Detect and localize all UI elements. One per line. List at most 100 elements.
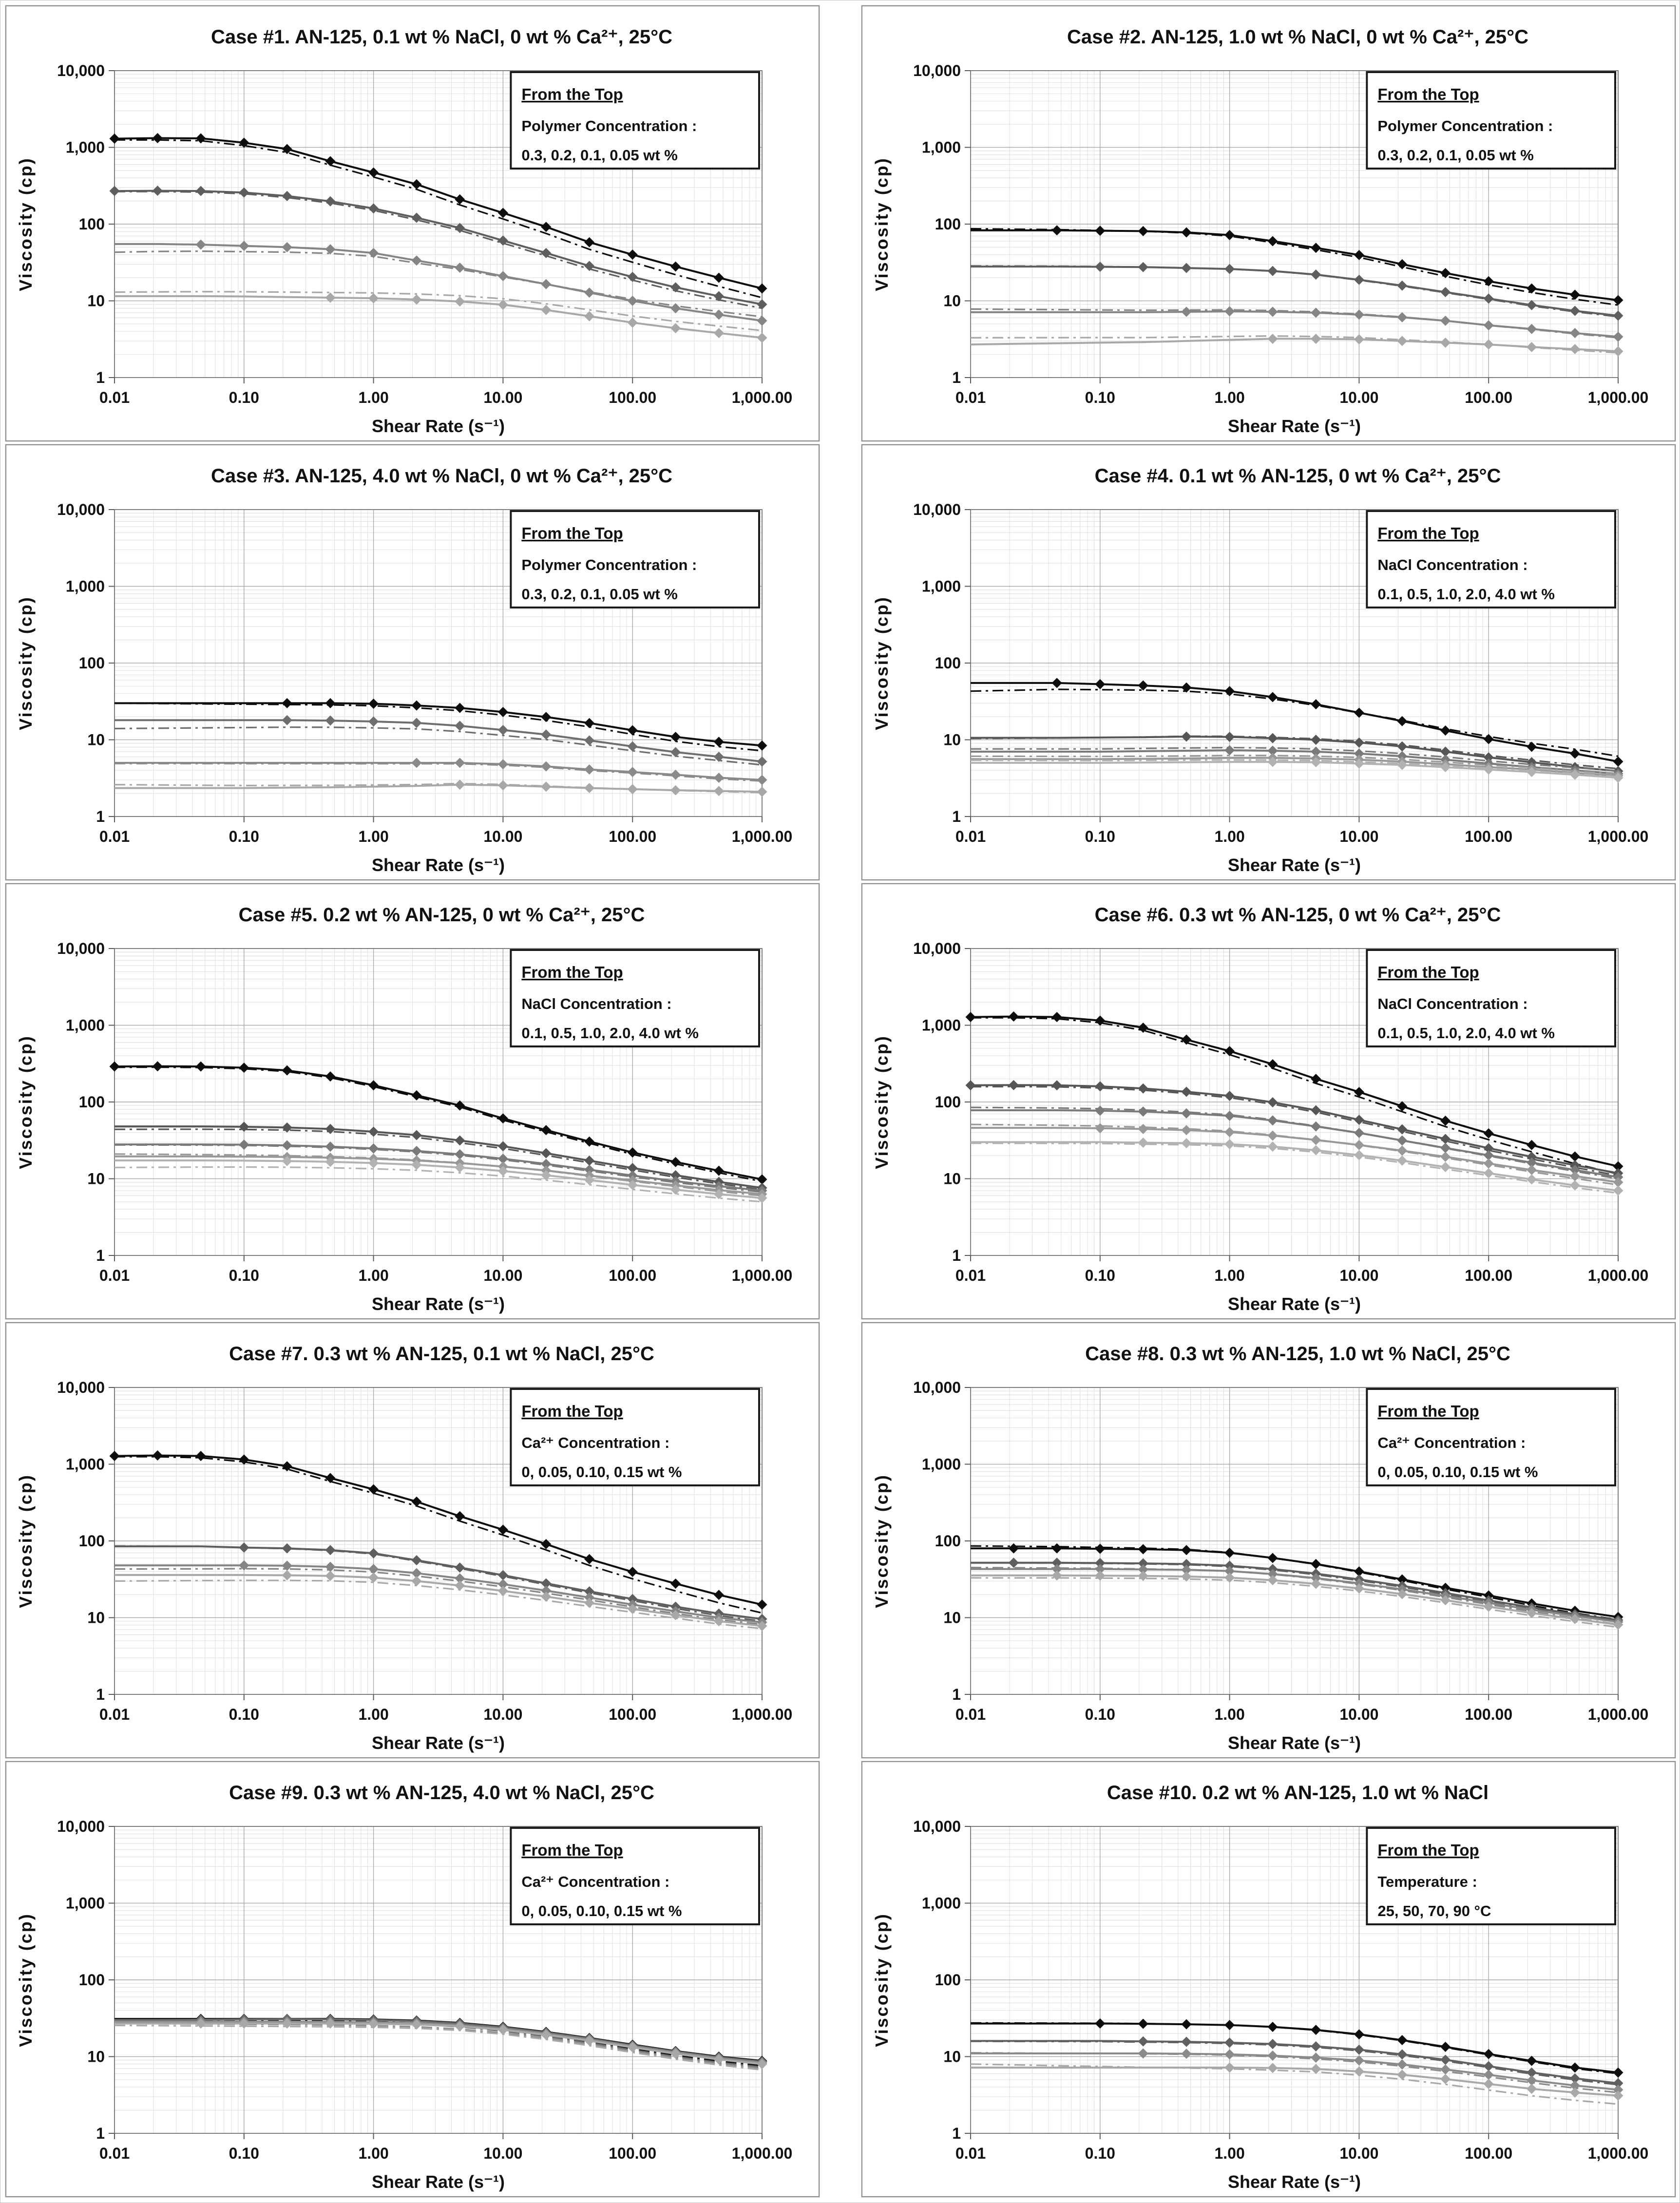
x-tick-label: 0.10 [1085,828,1115,845]
legend-line: 0.1, 0.5, 1.0, 2.0, 4.0 wt % [521,1025,699,1042]
diamond-marker [282,144,292,154]
legend-header: From the Top [1377,1841,1479,1859]
diamond-marker [1095,1564,1106,1575]
measured-line [115,1564,763,1623]
diamond-marker [1440,2064,1451,2075]
y-tick-label: 1 [952,369,961,386]
diamond-marker [239,1560,249,1571]
diamond-marker [1267,2050,1278,2061]
y-tick-label: 10 [943,2048,961,2066]
diamond-marker [584,735,595,746]
x-tick-label: 1.00 [358,1267,388,1284]
diamond-marker [1397,312,1408,323]
diamond-marker [1527,741,1537,752]
x-axis-title: Shear Rate (s⁻¹) [372,855,505,875]
legend-line: Ca²⁺ Concentration : [521,1434,669,1451]
measured-line [971,310,1619,338]
diamond-marker [152,1450,163,1461]
diamond-marker [195,239,206,250]
diamond-marker [1095,1557,1106,1568]
diamond-marker [1008,1080,1019,1090]
measured-line [971,2022,1619,2074]
diamond-marker [282,1065,292,1076]
diamond-marker [455,1562,465,1573]
x-tick-label: 0.01 [99,1267,130,1284]
x-tick-label: 1.00 [358,828,388,845]
diamond-marker [541,1591,552,1602]
diamond-marker [455,2021,465,2032]
diamond-marker [368,203,379,214]
chart-panel-case-4: 1 10 100 1,000 10,000 0.01 0.10 1.00 10.00 100.00… [861,444,1676,880]
diamond-marker [1181,1086,1192,1097]
y-tick-label: 100 [79,1532,105,1550]
legend-header: From the Top [1377,524,1479,542]
y-axis-title: Viscosity (cp) [872,1035,892,1169]
diamond-marker [1138,2048,1148,2059]
measured-line [114,190,763,305]
diamond-marker [497,2025,508,2035]
y-axis-title: Viscosity (cp) [872,596,892,730]
x-tick-label: 100.00 [609,389,656,406]
chart-title: Case #2. AN-125, 1.0 wt % NaCl, 0 wt % C… [1067,26,1528,48]
y-tick-label: 1 [96,369,105,386]
diamond-marker [1224,229,1235,240]
legend-line: Polymer Concentration : [521,117,697,134]
diamond-marker [713,2054,724,2065]
y-tick-label: 1 [952,2125,961,2142]
fit-line [970,1142,1619,1194]
diamond-marker [584,261,595,271]
series-0-2-wt [109,186,767,310]
diamond-marker [627,1604,638,1614]
diamond-marker [1224,2062,1235,2073]
diamond-marker [1095,1081,1106,1092]
diamond-marker [239,1542,249,1553]
diamond-marker [757,332,767,343]
diamond-marker [1138,1571,1148,1581]
diamond-marker [1354,274,1364,285]
y-tick-label: 1,000 [922,1456,961,1473]
measured-line [114,137,763,290]
diamond-marker [670,1578,681,1589]
diamond-marker [1397,1589,1408,1599]
diamond-marker [282,1461,292,1472]
diamond-marker [1311,2041,1321,2051]
x-tick-label: 100.00 [609,2145,656,2162]
x-tick-label: 0.10 [229,828,259,845]
x-tick-label: 0.01 [99,828,130,845]
y-tick-label: 1,000 [66,578,105,595]
diamond-marker [1224,1046,1235,1057]
diamond-marker [1224,1139,1235,1150]
diamond-marker [1613,2090,1623,2101]
x-tick-label: 0.10 [1085,389,1115,406]
diamond-marker [1354,1566,1364,1577]
diamond-marker [1397,259,1408,269]
diamond-marker [1440,337,1451,348]
diamond-marker [325,715,336,726]
diamond-marker [1267,1115,1278,1126]
diamond-marker [1311,307,1321,318]
series-25-c [970,2018,1623,2078]
measured-line [115,783,763,793]
measured-line [971,2052,1619,2091]
diamond-marker [325,1123,336,1134]
series-0-1-wt [109,1061,767,1185]
fit-line [114,250,763,318]
diamond-marker [368,1484,379,1495]
diamond-marker [1483,320,1494,331]
x-axis-title: Shear Rate (s⁻¹) [372,416,505,436]
diamond-marker [1138,1106,1148,1117]
diamond-marker [1311,2052,1321,2063]
fit-line [970,759,1619,778]
diamond-marker [1397,741,1408,752]
measured-line [115,2022,763,2065]
diamond-marker [1483,1158,1494,1169]
series-0-2-wt [114,715,767,767]
diamond-marker [1224,745,1235,756]
y-tick-label: 100 [935,654,961,672]
diamond-marker [1354,1150,1364,1160]
y-tick-label: 100 [935,1971,961,1989]
fit-line [114,1144,763,1193]
diamond-marker [368,167,379,178]
diamond-marker [713,1590,724,1600]
x-tick-label: 10.00 [483,1267,522,1284]
